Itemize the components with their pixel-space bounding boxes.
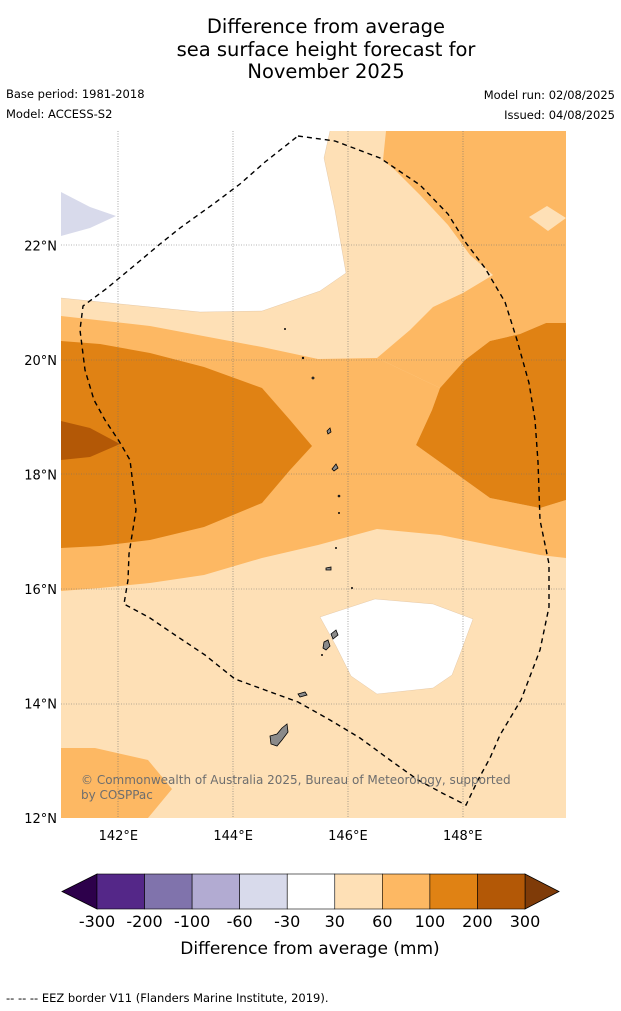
anomaly-minus30-minus60-region (61, 192, 116, 236)
colorbar-tick-label: -100 (174, 912, 210, 931)
model-run: Model run: 02/08/2025 (483, 88, 615, 102)
lon-tick-label: 146°E (328, 829, 368, 844)
anomaly-neutral-region-south (320, 599, 473, 694)
islands (269, 327, 353, 747)
title-line-1: Difference from average (206, 15, 446, 38)
colorbar-tick-label: 200 (462, 912, 493, 931)
lat-tick-label: 20°N (24, 354, 57, 369)
contour-field (61, 131, 566, 818)
colorbar-segment (429, 873, 478, 910)
lon-tick-label: 144°E (213, 829, 253, 844)
colorbar-segment (144, 873, 193, 910)
latitude-tick-labels: 22°N 20°N 18°N 16°N 14°N 12°N (24, 240, 57, 828)
colorbar-tick-label: 60 (372, 912, 392, 931)
gridlines (61, 131, 566, 818)
colorbar-under-arrow (61, 873, 98, 910)
lon-tick-label: 148°E (443, 829, 483, 844)
colorbar: -300 -200 -100 -60 -30 30 60 100 200 300 (61, 873, 560, 931)
anomaly-200-300-region (61, 421, 120, 460)
model-name: Model: ACCESS-S2 (6, 107, 113, 121)
lon-tick-label: 142°E (99, 829, 139, 844)
anomaly-100-200-region-west (61, 341, 312, 548)
title-line-2: sea surface height forecast for (176, 37, 476, 61)
base-period: Base period: 1981-2018 (6, 87, 145, 101)
island-agrihan (326, 427, 332, 435)
colorbar-title: Difference from average (mm) (180, 939, 439, 959)
colorbar-over-arrow (524, 873, 560, 910)
lat-tick-label: 12°N (24, 812, 57, 827)
island-aguijan (320, 654, 323, 657)
island-anatahan (325, 566, 332, 571)
lat-tick-label: 16°N (24, 583, 57, 598)
colorbar-tick-label: -300 (79, 912, 115, 931)
colorbar-tick-label: 100 (415, 912, 446, 931)
colorbar-segment (96, 873, 145, 910)
anomaly-60-100-region-northeast (377, 131, 566, 388)
anomaly-small-patch (529, 206, 566, 231)
island-saipan (322, 639, 331, 651)
island-guguan (337, 512, 340, 515)
island-tinian (330, 629, 339, 640)
anomaly-100-200-region-east (416, 323, 566, 508)
island-asuncion (311, 376, 315, 380)
colorbar-tick-label: 300 (510, 912, 541, 931)
eez-legend-note: -- -- -- EEZ border V11 (Flanders Marine… (6, 991, 329, 1005)
anomaly-60-100-region-southwest (61, 748, 172, 818)
lat-tick-label: 14°N (24, 698, 57, 713)
island-pagan (331, 463, 339, 472)
island-uracas (283, 327, 286, 330)
eez-border (79, 135, 550, 806)
colorbar-segment (239, 873, 288, 910)
colorbar-tick-label: -30 (274, 912, 300, 931)
colorbar-tick-label: 30 (325, 912, 345, 931)
island-maug (301, 356, 305, 360)
lat-tick-label: 22°N (24, 240, 57, 255)
island-rota (297, 691, 308, 698)
title-line-3: November 2025 (247, 60, 405, 83)
copyright-line-2: by COSPPac (81, 788, 153, 802)
longitude-tick-labels: 142°E 144°E 146°E 148°E (99, 829, 483, 844)
island-farallon (350, 587, 353, 590)
colorbar-segment (286, 873, 336, 910)
island-sarigan (334, 547, 337, 550)
colorbar-segment (477, 873, 526, 910)
island-alamagan (337, 494, 341, 498)
colorbar-segment (382, 873, 431, 910)
map-title: Difference from average sea surface heig… (0, 15, 621, 84)
colorbar-segment (191, 873, 240, 910)
colorbar-tick-label: -60 (227, 912, 253, 931)
lat-tick-label: 18°N (24, 469, 57, 484)
colorbar-segment (334, 873, 383, 910)
colorbar-tick-label: -200 (126, 912, 162, 931)
issued-date: Issued: 04/08/2025 (504, 108, 615, 122)
copyright-line-1: © Commonwealth of Australia 2025, Bureau… (81, 773, 511, 787)
island-guam (269, 723, 289, 747)
